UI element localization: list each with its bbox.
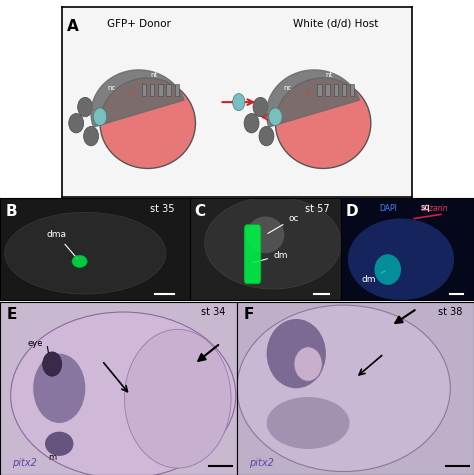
Text: st 34: st 34	[201, 307, 225, 317]
Text: F: F	[244, 307, 255, 322]
Ellipse shape	[269, 108, 282, 125]
Ellipse shape	[43, 352, 62, 376]
Text: eye: eye	[28, 339, 43, 348]
Ellipse shape	[266, 397, 350, 449]
Bar	[166, 85, 171, 96]
Text: nt: nt	[150, 72, 157, 78]
Ellipse shape	[244, 114, 259, 133]
Text: s2: s2	[305, 91, 311, 96]
Text: sq: sq	[421, 203, 431, 212]
Ellipse shape	[246, 217, 284, 253]
Polygon shape	[266, 70, 360, 127]
Ellipse shape	[93, 108, 107, 125]
FancyBboxPatch shape	[244, 225, 261, 284]
Bar	[350, 85, 355, 96]
Ellipse shape	[83, 126, 99, 146]
Bar	[142, 85, 146, 96]
Ellipse shape	[348, 218, 454, 300]
Ellipse shape	[259, 126, 274, 146]
Text: st 38: st 38	[438, 307, 462, 317]
Ellipse shape	[5, 212, 166, 294]
Text: nt: nt	[326, 72, 333, 78]
Polygon shape	[91, 70, 184, 127]
Text: st 35: st 35	[150, 204, 174, 214]
Ellipse shape	[100, 78, 195, 169]
Ellipse shape	[275, 78, 371, 169]
Bar	[342, 85, 346, 96]
Bar	[150, 85, 155, 96]
Ellipse shape	[69, 114, 83, 133]
Ellipse shape	[237, 305, 450, 472]
Ellipse shape	[124, 329, 231, 468]
Text: GFP+ Donor: GFP+ Donor	[107, 19, 171, 28]
Ellipse shape	[205, 197, 341, 289]
Bar	[174, 85, 179, 96]
Ellipse shape	[374, 254, 401, 285]
Text: C: C	[194, 204, 205, 219]
Text: DAPI: DAPI	[379, 204, 397, 213]
Ellipse shape	[11, 312, 236, 475]
Text: D: D	[345, 204, 358, 219]
Text: dm: dm	[361, 271, 385, 284]
Text: s2: s2	[129, 91, 136, 96]
Ellipse shape	[72, 255, 87, 267]
Text: oc: oc	[268, 214, 299, 233]
Bar	[317, 85, 322, 96]
Ellipse shape	[233, 94, 245, 111]
Ellipse shape	[33, 353, 85, 423]
Text: B: B	[6, 204, 18, 219]
Text: pitx2: pitx2	[249, 458, 273, 468]
Bar	[158, 85, 163, 96]
Text: alizarin: alizarin	[420, 204, 448, 213]
Text: nc: nc	[283, 85, 292, 91]
Ellipse shape	[266, 319, 326, 389]
Ellipse shape	[78, 97, 92, 117]
Ellipse shape	[294, 347, 322, 381]
Text: A: A	[67, 19, 79, 34]
Text: pitx2: pitx2	[12, 458, 36, 468]
Text: White (d/d) Host: White (d/d) Host	[292, 19, 378, 28]
Text: m: m	[48, 453, 56, 462]
Bar	[325, 85, 330, 96]
Text: st 57: st 57	[304, 204, 329, 214]
Text: dma: dma	[47, 230, 78, 259]
Ellipse shape	[253, 97, 268, 117]
Text: E: E	[7, 307, 18, 322]
Ellipse shape	[45, 432, 73, 456]
Bar	[334, 85, 338, 96]
Text: nc: nc	[108, 85, 116, 91]
Text: dm: dm	[253, 251, 288, 263]
